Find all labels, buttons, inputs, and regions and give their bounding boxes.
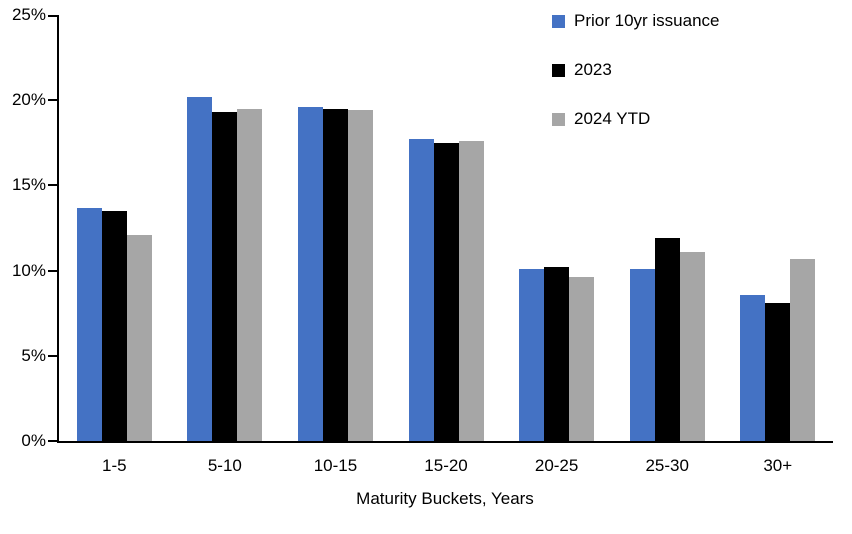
bar bbox=[297, 107, 323, 441]
bar bbox=[347, 110, 373, 441]
bar-group bbox=[722, 258, 833, 441]
bar bbox=[101, 211, 127, 441]
bar bbox=[433, 142, 459, 441]
x-tick-label: 1-5 bbox=[102, 456, 127, 475]
bar-group bbox=[280, 107, 391, 441]
bar bbox=[740, 294, 766, 441]
legend-item: Prior 10yr issuance bbox=[552, 12, 720, 30]
bar bbox=[544, 267, 570, 441]
bar bbox=[76, 207, 102, 441]
x-tick-label: 15-20 bbox=[424, 456, 468, 475]
y-tick-mark bbox=[48, 354, 57, 357]
bar-groups bbox=[59, 15, 833, 441]
legend: Prior 10yr issuance 2023 2024 YTD bbox=[552, 12, 720, 159]
legend-swatch-prior-10yr-issuance bbox=[552, 14, 565, 28]
legend-swatch-2023 bbox=[552, 63, 565, 77]
legend-label: 2024 YTD bbox=[574, 109, 651, 128]
y-tick-label: 10% bbox=[11, 260, 46, 280]
legend-item: 2023 bbox=[552, 61, 720, 79]
x-axis-labels: 1-5 5-10 10-15 15-20 20-25 25-30 30+ bbox=[59, 456, 833, 475]
bar bbox=[765, 303, 791, 441]
y-tick-mark bbox=[48, 440, 57, 442]
bar-group bbox=[59, 207, 170, 441]
bar-group bbox=[391, 139, 502, 441]
bar bbox=[569, 277, 595, 441]
x-axis-title: Maturity Buckets, Years bbox=[356, 489, 534, 508]
legend-item: 2024 YTD bbox=[552, 110, 720, 128]
x-tick-label: 30+ bbox=[763, 456, 793, 475]
bar bbox=[629, 268, 655, 441]
legend-label: Prior 10yr issuance bbox=[574, 11, 720, 30]
bar bbox=[322, 108, 348, 441]
legend-swatch-2024-ytd bbox=[552, 112, 565, 126]
y-tick-mark bbox=[48, 15, 57, 17]
bar bbox=[187, 96, 213, 441]
x-tick-label: 5-10 bbox=[207, 456, 242, 475]
y-tick-label: 25% bbox=[11, 5, 46, 24]
bar bbox=[654, 238, 680, 441]
y-tick-mark bbox=[48, 269, 57, 272]
bar-group bbox=[612, 238, 723, 441]
plot-area bbox=[48, 15, 833, 443]
x-tick-label: 10-15 bbox=[313, 456, 358, 475]
bar bbox=[408, 139, 434, 441]
bar-group bbox=[170, 96, 281, 441]
bar bbox=[126, 234, 152, 441]
bar-group bbox=[501, 267, 612, 441]
y-tick-mark bbox=[48, 99, 57, 102]
bar bbox=[212, 112, 238, 441]
bar bbox=[458, 141, 484, 441]
bar bbox=[679, 251, 705, 441]
bar bbox=[519, 268, 545, 441]
x-tick-label: 20-25 bbox=[534, 456, 579, 475]
y-tick-label: 20% bbox=[11, 90, 46, 110]
x-tick-label: 25-30 bbox=[645, 456, 689, 475]
y-tick-label: 5% bbox=[21, 345, 46, 365]
y-tick-label: 15% bbox=[11, 175, 46, 195]
bar bbox=[790, 258, 816, 441]
y-tick-label: 0% bbox=[21, 431, 46, 450]
legend-label: 2023 bbox=[574, 60, 612, 79]
y-tick-mark bbox=[48, 184, 57, 187]
bar bbox=[237, 108, 263, 441]
